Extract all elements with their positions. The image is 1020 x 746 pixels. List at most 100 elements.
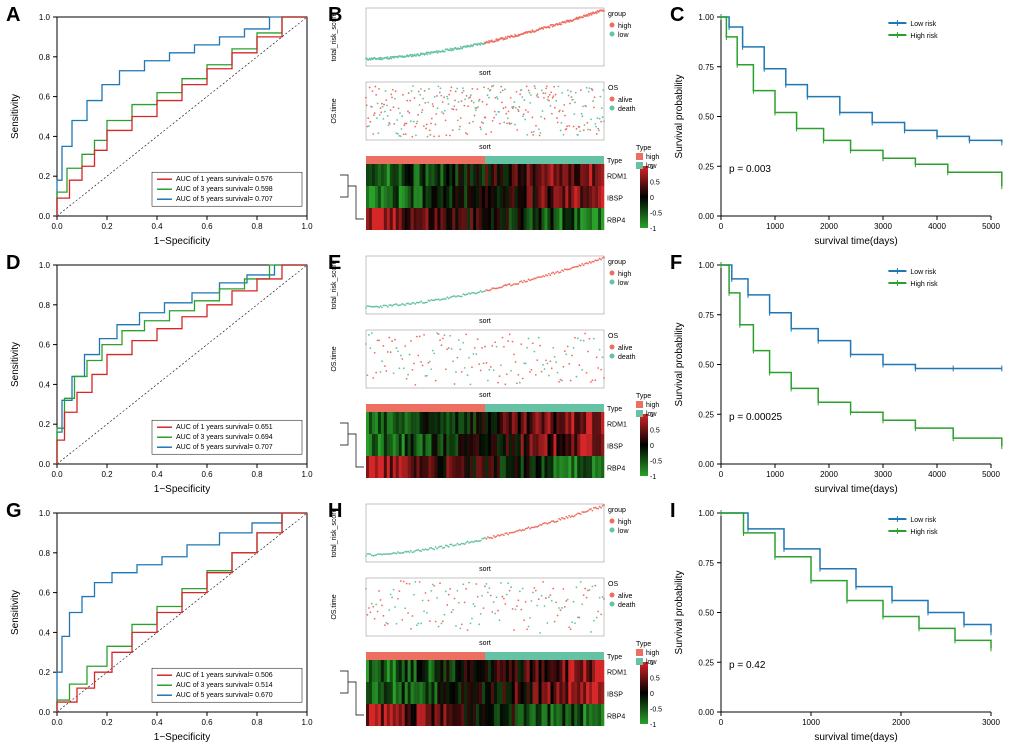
- svg-text:high: high: [618, 271, 631, 278]
- svg-text:0.4: 0.4: [39, 628, 51, 637]
- svg-text:group: group: [608, 11, 626, 18]
- svg-text:AUC of 3 years survival= 0.514: AUC of 3 years survival= 0.514: [176, 682, 273, 689]
- svg-text:0.8: 0.8: [251, 222, 263, 231]
- svg-text:2000: 2000: [820, 222, 838, 231]
- svg-text:0: 0: [719, 470, 724, 479]
- svg-text:survival time(days): survival time(days): [814, 236, 897, 247]
- svg-text:0: 0: [719, 222, 724, 231]
- svg-text:0.6: 0.6: [39, 341, 51, 350]
- svg-text:-1: -1: [650, 722, 656, 729]
- svg-text:AUC of 1 years survival= 0.651: AUC of 1 years survival= 0.651: [176, 424, 273, 431]
- svg-text:Type: Type: [607, 158, 622, 165]
- svg-text:Type: Type: [607, 654, 622, 661]
- svg-text:1.0: 1.0: [301, 222, 313, 231]
- svg-text:sort: sort: [479, 640, 491, 647]
- panel-c: C0100020003000400050000.000.250.500.751.…: [666, 2, 1006, 248]
- svg-text:0.50: 0.50: [698, 113, 714, 122]
- svg-text:p = 0.003: p = 0.003: [729, 164, 771, 175]
- panel-i-label: I: [670, 500, 676, 523]
- svg-text:p = 0.00025: p = 0.00025: [729, 412, 783, 423]
- svg-text:-1: -1: [650, 474, 656, 481]
- svg-text:0.4: 0.4: [151, 222, 163, 231]
- svg-text:0.50: 0.50: [698, 609, 714, 618]
- svg-text:AUC of 3 years survival= 0.694: AUC of 3 years survival= 0.694: [176, 434, 273, 441]
- panel-b-label: B: [328, 4, 342, 27]
- svg-text:3000: 3000: [874, 222, 892, 231]
- svg-text:low: low: [618, 32, 629, 39]
- svg-text:0.0: 0.0: [39, 212, 51, 221]
- svg-text:OS: OS: [608, 85, 618, 92]
- svg-text:0.4: 0.4: [151, 470, 163, 479]
- svg-text:5000: 5000: [982, 222, 1000, 231]
- svg-text:0.0: 0.0: [51, 718, 63, 727]
- svg-text:p = 0.42: p = 0.42: [729, 660, 766, 671]
- svg-text:OS: OS: [608, 581, 618, 588]
- svg-text:1000: 1000: [766, 222, 784, 231]
- panel-e-label: E: [328, 252, 341, 275]
- svg-text:AUC of 5 years survival= 0.707: AUC of 5 years survival= 0.707: [176, 444, 273, 451]
- svg-text:survival time(days): survival time(days): [814, 732, 897, 743]
- svg-text:0.5: 0.5: [650, 428, 660, 435]
- svg-text:0.75: 0.75: [698, 311, 714, 320]
- svg-text:1−Specificity: 1−Specificity: [154, 236, 210, 247]
- svg-text:0.6: 0.6: [201, 718, 213, 727]
- svg-text:0.25: 0.25: [698, 162, 714, 171]
- svg-text:0.2: 0.2: [39, 420, 51, 429]
- svg-text:AUC of 1 years survival= 0.506: AUC of 1 years survival= 0.506: [176, 672, 273, 679]
- svg-text:group: group: [608, 507, 626, 514]
- svg-text:1000: 1000: [802, 718, 820, 727]
- svg-text:2000: 2000: [892, 718, 910, 727]
- svg-text:0.4: 0.4: [39, 132, 51, 141]
- svg-text:-0.5: -0.5: [650, 211, 662, 218]
- svg-text:0.00: 0.00: [698, 212, 714, 221]
- svg-text:AUC of 1 years survival= 0.576: AUC of 1 years survival= 0.576: [176, 176, 273, 183]
- svg-text:0.0: 0.0: [51, 470, 63, 479]
- svg-text:0.2: 0.2: [101, 222, 113, 231]
- svg-text:0: 0: [650, 443, 654, 450]
- panel-g-label: G: [6, 500, 22, 523]
- svg-text:1.0: 1.0: [39, 509, 51, 518]
- svg-text:1000: 1000: [766, 470, 784, 479]
- svg-text:Sensitivity: Sensitivity: [10, 590, 21, 635]
- svg-text:0.2: 0.2: [101, 718, 113, 727]
- svg-text:low: low: [646, 659, 657, 666]
- svg-text:0: 0: [650, 691, 654, 698]
- svg-text:0.25: 0.25: [698, 658, 714, 667]
- svg-text:low: low: [618, 528, 629, 535]
- svg-text:1.00: 1.00: [698, 261, 714, 270]
- svg-text:alive: alive: [618, 593, 633, 600]
- svg-text:0: 0: [719, 718, 724, 727]
- svg-text:0.75: 0.75: [698, 63, 714, 72]
- svg-text:1−Specificity: 1−Specificity: [154, 484, 210, 495]
- svg-text:Sensitivity: Sensitivity: [10, 94, 21, 139]
- panel-g: G0.00.20.40.60.81.00.00.20.40.60.81.01−S…: [2, 498, 322, 744]
- svg-text:Survival probability: Survival probability: [674, 323, 685, 407]
- svg-text:RDM1: RDM1: [607, 669, 627, 676]
- svg-text:RBP4: RBP4: [607, 713, 625, 720]
- svg-text:death: death: [618, 106, 636, 113]
- svg-text:Type: Type: [636, 641, 651, 648]
- svg-text:AUC of 5 years survival= 0.707: AUC of 5 years survival= 0.707: [176, 196, 273, 203]
- svg-text:0.8: 0.8: [39, 549, 51, 558]
- svg-text:high: high: [618, 519, 631, 526]
- svg-text:IBSP: IBSP: [607, 443, 623, 450]
- svg-text:High risk: High risk: [910, 33, 938, 40]
- panel-d-label: D: [6, 252, 20, 275]
- svg-text:low: low: [646, 411, 657, 418]
- svg-text:alive: alive: [618, 345, 633, 352]
- panel-e: Etotal_risk_scoresortgrouphighlowOS.time…: [324, 250, 664, 496]
- svg-text:Type: Type: [636, 393, 651, 400]
- svg-text:0.0: 0.0: [51, 222, 63, 231]
- svg-text:2000: 2000: [820, 470, 838, 479]
- svg-text:IBSP: IBSP: [607, 691, 623, 698]
- svg-text:death: death: [618, 602, 636, 609]
- figure-grid: A0.00.20.40.60.81.00.00.20.40.60.81.01−S…: [0, 0, 1020, 746]
- svg-text:3000: 3000: [874, 470, 892, 479]
- svg-text:OS.time: OS.time: [331, 594, 338, 619]
- svg-text:-0.5: -0.5: [650, 459, 662, 466]
- svg-text:1−Specificity: 1−Specificity: [154, 732, 210, 743]
- svg-text:5000: 5000: [982, 470, 1000, 479]
- svg-text:sort: sort: [479, 566, 491, 573]
- svg-text:0.6: 0.6: [39, 93, 51, 102]
- svg-text:high: high: [646, 650, 659, 657]
